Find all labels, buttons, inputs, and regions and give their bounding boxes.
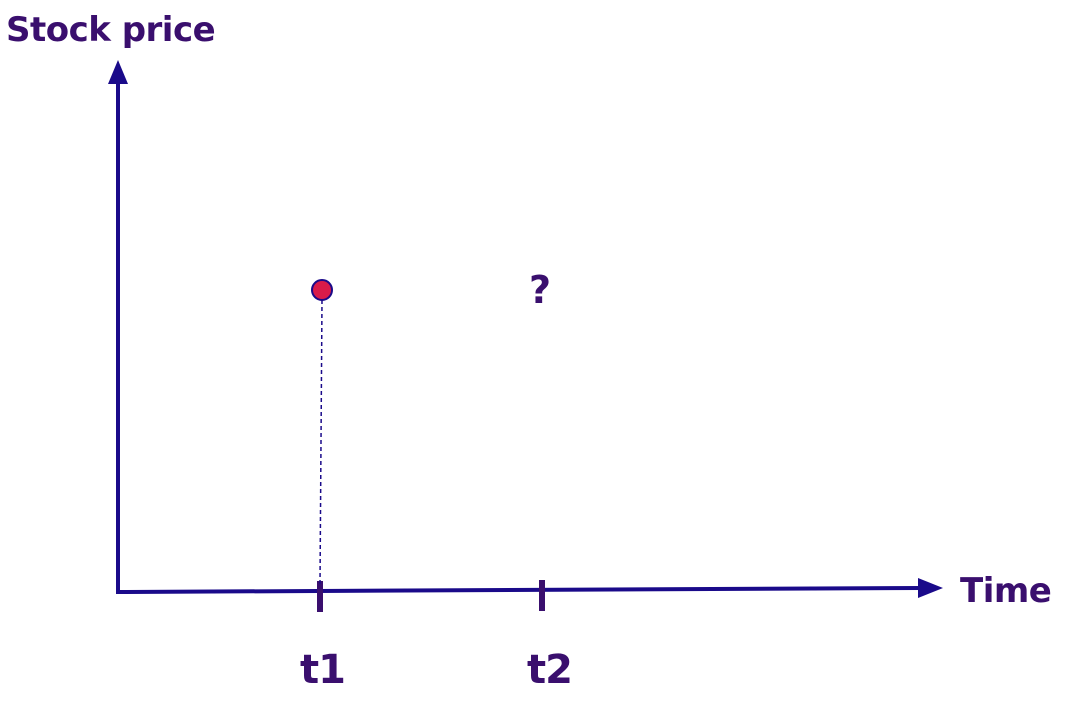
x-axis-line — [115, 586, 923, 594]
tick-label-t1: t1 — [300, 647, 346, 693]
price-point-t1 — [311, 279, 333, 301]
y-axis-label: Stock price — [6, 10, 216, 50]
x-axis-label: Time — [960, 571, 1052, 611]
x-axis-arrowhead — [918, 578, 943, 598]
tick-label-t2: t2 — [527, 647, 573, 693]
drop-line-t1 — [319, 299, 323, 585]
unknown-price-marker: ? — [529, 268, 552, 312]
y-axis-arrowhead — [108, 60, 128, 84]
